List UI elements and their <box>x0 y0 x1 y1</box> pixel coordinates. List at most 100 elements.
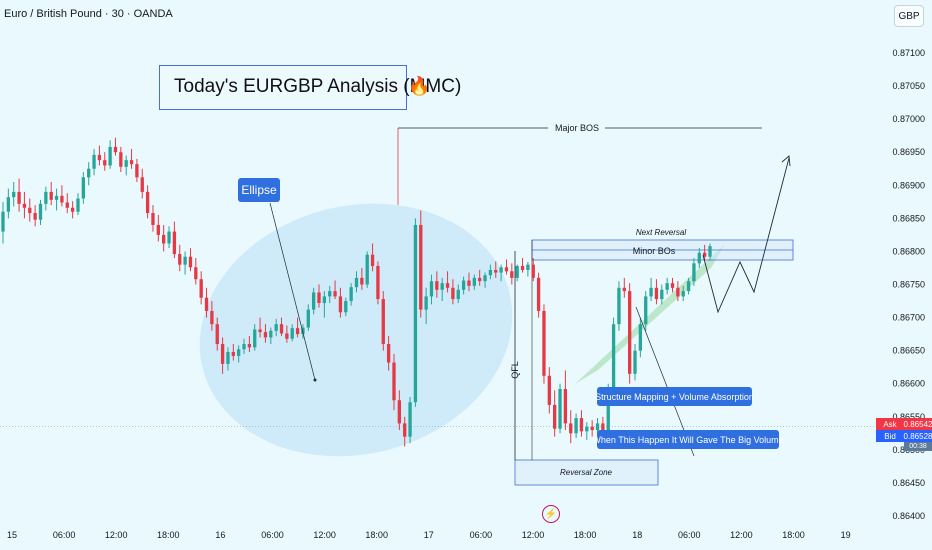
candle-body <box>33 213 37 220</box>
candle-body <box>579 418 584 432</box>
candle-body <box>49 191 53 200</box>
candle-body <box>167 231 171 244</box>
x-tick-label: 16 <box>215 530 225 540</box>
candle-body <box>253 329 257 348</box>
candle-body <box>499 267 503 273</box>
candle-body <box>456 289 460 300</box>
candle-body <box>611 324 616 388</box>
x-tick-label: 15 <box>7 530 17 540</box>
candle-body <box>28 207 32 214</box>
candle-body <box>92 154 96 169</box>
minor-bos-label: Minor BOs <box>633 246 676 256</box>
candle-body <box>108 146 112 166</box>
candle-body <box>194 267 198 280</box>
x-tick-label: 06:00 <box>261 530 284 540</box>
candle-body <box>354 277 359 288</box>
candle-body <box>54 195 59 200</box>
candle-body <box>70 207 75 212</box>
candle-body <box>622 287 626 292</box>
candle-body <box>536 277 541 311</box>
candle-body <box>547 375 551 405</box>
candle-body <box>6 197 11 212</box>
candle-body <box>702 252 707 257</box>
candle-body <box>461 280 466 290</box>
candle-body <box>204 297 209 311</box>
candle-body <box>285 333 289 339</box>
x-tick-label: 12:00 <box>105 530 128 540</box>
x-tick-label: 18:00 <box>157 530 180 540</box>
ellipse-pointer-dot <box>313 378 317 382</box>
x-tick-label: 17 <box>424 530 434 540</box>
candle-body <box>413 224 418 403</box>
candle-body <box>697 252 701 264</box>
candle-body <box>638 324 643 351</box>
candle-body <box>333 291 337 297</box>
qfl-label: QFL <box>510 361 520 379</box>
candle-body <box>692 263 696 282</box>
x-tick-label: 12:00 <box>313 530 336 540</box>
candle-body <box>542 310 546 376</box>
y-tick-label: 0.87100 <box>892 48 925 58</box>
y-tick-label: 0.86450 <box>892 478 925 488</box>
candle-body <box>510 271 514 278</box>
y-tick-label: 0.87050 <box>892 81 925 91</box>
candle-body <box>676 287 680 297</box>
bid-value: 0.86528 <box>903 430 932 442</box>
candle-body <box>585 426 589 432</box>
candle-body <box>215 324 219 345</box>
y-tick-label: 0.86700 <box>892 313 925 323</box>
candle-body <box>269 330 273 338</box>
candle-body <box>172 231 177 255</box>
candle-body <box>145 191 150 214</box>
candle-body <box>574 418 578 434</box>
candle-body <box>44 191 48 204</box>
candle-body <box>360 277 364 285</box>
candle-body <box>199 279 203 298</box>
candle-body <box>178 254 182 265</box>
y-tick-label: 0.86800 <box>892 246 925 256</box>
candle-body <box>258 329 262 333</box>
candle-body <box>306 309 310 328</box>
countdown-value: 00:38 <box>904 442 932 451</box>
candle-body <box>322 296 327 304</box>
candle-body <box>590 426 594 431</box>
candle-body <box>478 277 482 282</box>
candle-body <box>113 146 118 153</box>
x-tick-label: 18:00 <box>574 530 597 540</box>
candle-body <box>140 177 144 192</box>
candle-body <box>472 277 476 286</box>
y-tick-label: 0.86950 <box>892 147 925 157</box>
ask-label: Ask <box>876 418 904 430</box>
candle-body <box>124 160 128 167</box>
candle-body <box>665 283 669 290</box>
candle-body <box>408 402 412 437</box>
candle-body <box>60 195 64 203</box>
fire-icon: 🔥 <box>408 76 431 96</box>
candle-body <box>649 287 653 297</box>
candle-body <box>129 160 134 165</box>
candle-body <box>279 324 284 334</box>
reversal-zone-label: Reversal Zone <box>560 468 613 477</box>
candle-body <box>97 154 102 161</box>
candle-body <box>87 168 91 178</box>
x-tick-label: 18 <box>632 530 642 540</box>
candle-body <box>226 351 230 364</box>
candle-body <box>708 246 712 257</box>
candle-body <box>162 234 166 244</box>
candle-body <box>601 423 605 432</box>
candle-body <box>231 351 235 356</box>
candle-body <box>311 292 316 310</box>
candle-body <box>606 387 610 432</box>
candle-body <box>210 310 214 325</box>
candle-body <box>644 296 648 325</box>
candle-body <box>119 152 123 167</box>
candle-body <box>617 287 621 325</box>
volume-note: When This Happen It Will Gave The Big Vo… <box>592 430 784 449</box>
projection-path <box>702 157 790 314</box>
lightning-icon[interactable]: ⚡ <box>542 505 560 523</box>
candle-body <box>504 267 509 272</box>
x-tick-label: 12:00 <box>522 530 545 540</box>
currency-button[interactable]: GBP <box>894 5 924 27</box>
y-tick-label: 0.87000 <box>892 114 925 124</box>
